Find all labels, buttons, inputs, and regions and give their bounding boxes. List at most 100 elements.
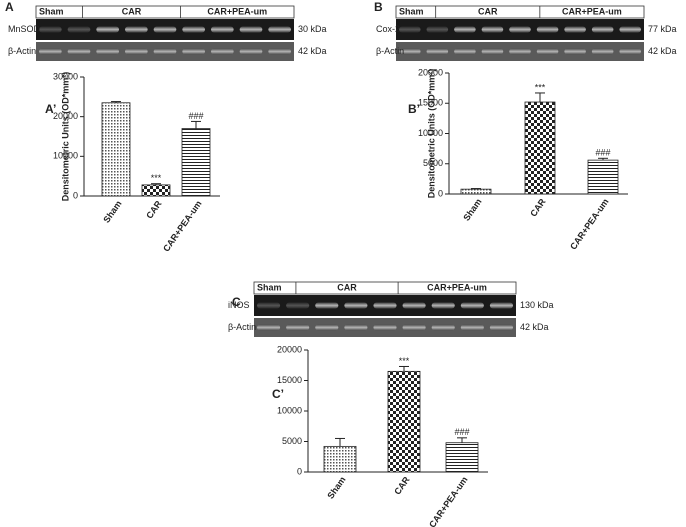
blot-band [182,26,205,33]
significance-label: *** [535,82,546,92]
blot-band [257,302,281,309]
panel-label: A [5,0,14,14]
significance-label: *** [399,356,410,366]
blot-header [35,5,295,19]
x-tick-label: Sham [101,199,123,225]
bar [587,159,619,195]
blot-band [257,324,281,331]
blot-band [454,48,476,55]
group-label: Sham [257,282,282,292]
blot-band [315,302,339,309]
protein-label: β-Actin [8,46,36,56]
y-tick-label: 10000 [418,128,443,138]
group-label: CAR [122,6,142,16]
bar [181,128,211,197]
blot-band [315,324,339,331]
blot-band [67,26,91,33]
protein-label: Cox-2 [376,24,400,34]
group-label: CAR+PEA-um [207,6,267,16]
y-tick-label: 0 [297,466,302,476]
blot-band [239,48,263,55]
x-tick-label: CAR+PEA-um [427,475,469,527]
panel-label: A’ [45,102,56,116]
blot-band [619,26,641,33]
x-tick-label: Sham [461,197,483,223]
blot-band [239,26,263,33]
blot-band [509,48,531,55]
y-tick-label: 20000 [418,67,443,77]
significance-label: ### [595,148,610,158]
blot-band [344,324,368,331]
blot-band [211,26,234,33]
blot-band [454,26,476,33]
blot-band [286,324,310,331]
y-tick-label: 10000 [277,405,302,415]
x-tick-label: CAR [528,196,548,218]
blot-band [153,48,177,55]
blot-band [431,324,455,331]
y-tick-label: 20000 [277,344,302,354]
blot-band [564,26,586,33]
blot-band [67,48,91,55]
y-tick-label: 0 [73,190,78,200]
bar [460,188,492,195]
bar [445,442,479,473]
size-label: 130 kDa [520,300,554,310]
panel-label: C’ [272,387,284,401]
significance-label: *** [151,173,162,183]
size-label: 42 kDa [298,46,327,56]
blot-band [96,48,119,55]
significance-label: ### [188,111,203,121]
y-tick-label: 30000 [53,71,78,81]
blot-band [536,26,559,33]
blot-band [402,302,426,309]
blot-band [96,26,119,33]
bar [387,370,421,473]
group-label: CAR+PEA-um [562,6,622,16]
blot-band [619,48,641,55]
blot-band [564,48,586,55]
group-label: Sham [399,6,424,16]
blot-band [182,48,205,55]
blot-band [125,26,148,33]
significance-label: ### [454,427,469,437]
x-tick-label: Sham [325,475,347,501]
blot-band [489,302,513,309]
blot-band [399,48,421,55]
y-tick-label: 10000 [53,151,78,161]
blot-band [591,48,614,55]
blot-band [481,48,504,55]
protein-label: MnSOD [8,24,41,34]
blot-band [509,26,531,33]
bar [524,101,556,195]
bar [323,445,357,473]
protein-label: iNOS [228,300,250,310]
y-tick-label: 5000 [282,436,302,446]
blot-band [344,302,368,309]
x-tick-label: CAR+PEA-um [568,197,610,252]
y-tick-label: 15000 [277,375,302,385]
panel-label: B [374,0,383,14]
group-label: CAR+PEA-um [427,282,487,292]
y-tick-label: 15000 [418,98,443,108]
panel-label: B’ [408,102,420,116]
blot-band [460,324,484,331]
blot-header [253,281,517,295]
blot-band [591,26,614,33]
blot-band [268,26,291,33]
blot-band [426,48,449,55]
blot-band [373,324,397,331]
y-axis-label: Densitometric Units (OD*mm²) [60,72,70,202]
size-label: 42 kDa [520,322,549,332]
size-label: 77 kDa [648,24,677,34]
blot-band [489,324,513,331]
y-axis-label: Densitometric Units (OD*mm²) [426,69,436,199]
blot-band [39,26,62,33]
blot-band [39,48,62,55]
y-tick-label: 20000 [53,111,78,121]
group-label: CAR [337,282,357,292]
blot-band [460,302,484,309]
blot-band [426,26,449,33]
blot-band [153,26,177,33]
protein-label: β-Actin [376,46,404,56]
